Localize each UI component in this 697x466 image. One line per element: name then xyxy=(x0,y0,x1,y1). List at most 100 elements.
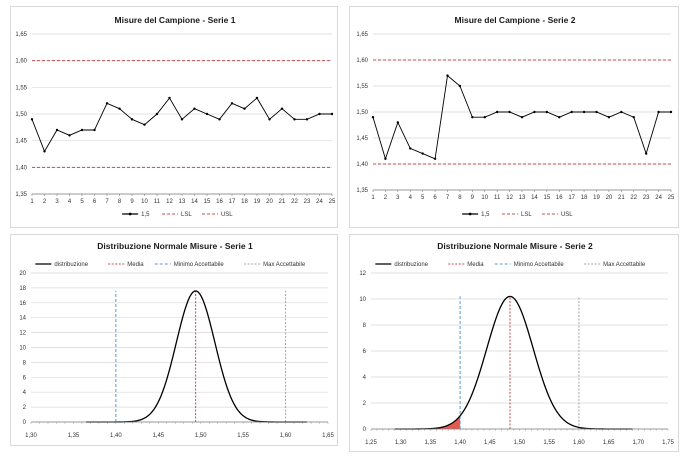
x-tick-label: 14 xyxy=(191,199,198,205)
x-tick-label: 1,35 xyxy=(425,440,437,446)
data-point xyxy=(193,107,196,110)
x-tick-label: 1,45 xyxy=(484,440,496,446)
data-point xyxy=(80,128,84,132)
x-tick-label: 1,50 xyxy=(514,440,526,446)
data-point xyxy=(68,134,71,137)
x-tick-label: 1,65 xyxy=(603,440,615,446)
data-point xyxy=(180,118,184,121)
x-tick-label: 19 xyxy=(593,195,600,201)
x-tick-label: 4 xyxy=(68,199,72,205)
shaded-area-below-min xyxy=(394,415,461,429)
y-tick-label: 1,50 xyxy=(15,112,27,118)
x-tick-label: 1,55 xyxy=(543,440,555,446)
data-point xyxy=(607,116,611,119)
y-tick-label: 1,55 xyxy=(356,84,368,90)
x-tick-label: 21 xyxy=(279,199,286,205)
data-point xyxy=(218,118,221,121)
x-tick-label: 25 xyxy=(329,199,336,205)
data-point xyxy=(93,128,96,132)
data-point xyxy=(483,116,486,119)
x-tick-label: 15 xyxy=(204,199,211,205)
x-tick-label: 4 xyxy=(409,195,413,201)
x-tick-label: 1,55 xyxy=(237,433,249,439)
chart-panel-serie2-distribution: Distribuzione Normale Misure - Serie 2 0 2… xyxy=(349,234,679,452)
x-tick-label: 10 xyxy=(481,195,488,201)
x-tick-label: 14 xyxy=(531,195,538,201)
legend-label-usl: USL xyxy=(561,212,573,218)
x-tick-label: 17 xyxy=(229,199,236,205)
x-tick-label: 2 xyxy=(43,199,47,205)
x-tick-label: 1,45 xyxy=(152,433,164,439)
legend-label-1-5: 1,5 xyxy=(481,212,490,218)
x-tick-label: 2 xyxy=(384,195,388,201)
x-tick-label: 13 xyxy=(179,199,186,205)
data-point xyxy=(558,116,561,119)
chart-serie1-distribution: Distribuzione Normale Misure - Serie 1 0 2… xyxy=(19,241,334,439)
legend-label-lsl: LSL xyxy=(181,212,192,218)
x-tick-label: 24 xyxy=(316,199,323,205)
data-point xyxy=(433,157,437,160)
x-tick-label: 18 xyxy=(581,195,588,201)
y-tick-label: 1,50 xyxy=(356,110,368,116)
x-tick-label: 9 xyxy=(130,199,134,205)
legend-label-1-5: 1,5 xyxy=(141,212,150,218)
y-tick-label: 4 xyxy=(363,375,367,381)
data-point xyxy=(155,112,159,116)
data-point xyxy=(570,110,573,114)
x-tick-label: 20 xyxy=(266,199,273,205)
data-point xyxy=(143,123,146,126)
data-point xyxy=(330,112,334,116)
distribution-curve xyxy=(86,290,307,423)
legend-marker-1-5 xyxy=(128,212,132,216)
x-tick-label: 1,35 xyxy=(68,433,80,439)
legend-label-max-accettabile: Max Accettabile xyxy=(603,262,646,268)
y-tick-label: 2 xyxy=(363,401,367,407)
y-tick-label: 1,40 xyxy=(356,162,368,168)
data-point xyxy=(55,128,59,132)
data-point xyxy=(305,118,309,121)
legend-label-distribuzione: distribuzione xyxy=(54,262,88,268)
y-tick-label: 12 xyxy=(359,271,366,277)
chart-serie2-distribution: Distribuzione Normale Misure - Serie 2 0 2… xyxy=(359,241,674,446)
x-tick-label: 6 xyxy=(433,195,437,201)
data-point xyxy=(384,157,387,160)
x-tick-label: 16 xyxy=(216,199,223,205)
data-point xyxy=(205,112,209,116)
data-point xyxy=(409,147,412,150)
x-tick-label: 22 xyxy=(291,199,298,205)
data-point xyxy=(545,110,549,114)
x-tick-label: 12 xyxy=(506,195,513,201)
legend-label-distribuzione: distribuzione xyxy=(394,262,428,268)
y-tick-label: 1,45 xyxy=(356,136,368,142)
x-tick-label: 18 xyxy=(241,199,248,205)
y-tick-label: 16 xyxy=(19,301,26,307)
data-point xyxy=(30,118,34,121)
legend-label-max-accettabile: Max Accettabile xyxy=(263,262,306,268)
x-tick-label: 6 xyxy=(93,199,97,205)
y-tick-label: 1,35 xyxy=(15,192,27,198)
x-tick-label: 1 xyxy=(30,199,34,205)
chart-panel-serie1-distribution: Distribuzione Normale Misure - Serie 1 0 2… xyxy=(10,234,338,446)
data-point xyxy=(632,116,635,119)
y-tick-label: 6 xyxy=(23,375,27,381)
legend-label-minimo-accettabile: Minimo Accettabile xyxy=(174,262,225,268)
chart-title: Misure del Campione - Serie 1 xyxy=(115,15,236,25)
data-point xyxy=(657,110,660,114)
data-point xyxy=(318,112,321,116)
data-point xyxy=(508,110,511,114)
data-point xyxy=(118,107,121,110)
x-tick-label: 1,25 xyxy=(365,440,377,446)
legend-label-media: Media xyxy=(467,262,484,268)
x-tick-label: 8 xyxy=(458,195,462,201)
data-point xyxy=(644,152,648,155)
x-tick-label: 1,70 xyxy=(632,440,644,446)
x-tick-label: 13 xyxy=(519,195,526,201)
data-point xyxy=(495,110,499,114)
legend-label-media: Media xyxy=(127,262,144,268)
x-tick-label: 25 xyxy=(668,195,675,201)
y-tick-label: 6 xyxy=(363,349,367,355)
y-tick-label: 2 xyxy=(23,405,27,411)
y-tick-label: 1,35 xyxy=(356,188,368,194)
x-tick-label: 23 xyxy=(304,199,311,205)
y-tick-label: 1,45 xyxy=(15,139,27,145)
